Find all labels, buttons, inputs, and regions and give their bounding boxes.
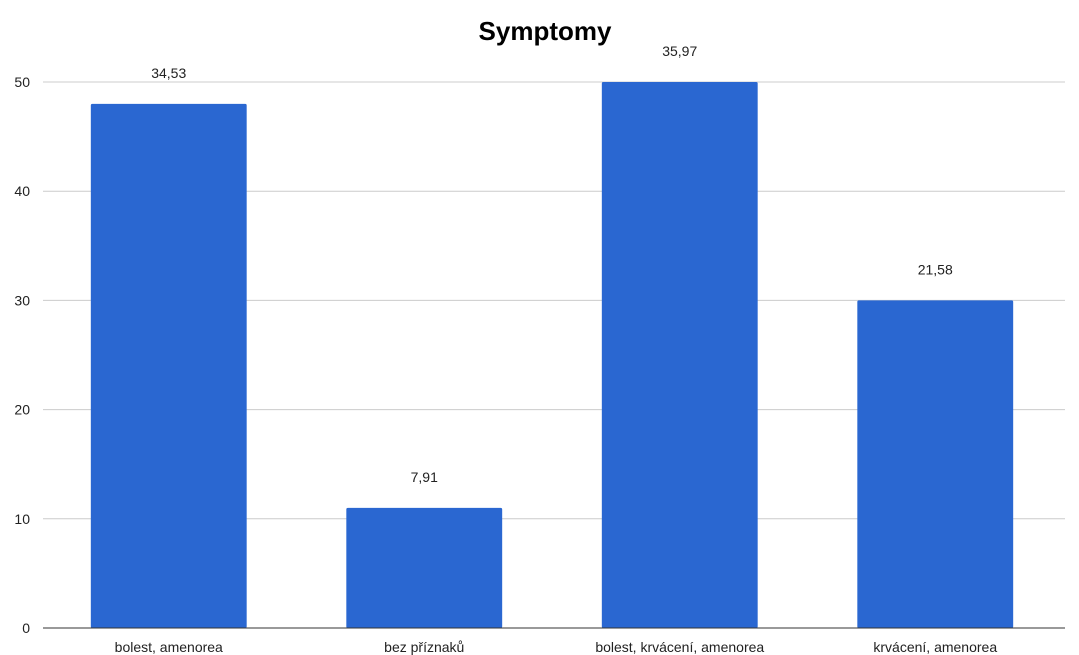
y-axis-ticks: 0 10 20 30 40 50	[14, 74, 30, 636]
y-tick-label: 50	[14, 74, 30, 90]
y-tick-label: 10	[14, 511, 30, 527]
data-label: 35,97	[662, 43, 697, 59]
y-tick-label: 30	[14, 292, 30, 308]
y-tick-label: 40	[14, 183, 30, 199]
x-category-label: krvácení, amenorea	[873, 639, 997, 655]
x-category-label: bolest, krvácení, amenorea	[595, 639, 764, 655]
bar	[601, 82, 758, 628]
bar	[90, 103, 247, 629]
data-label: 7,91	[411, 469, 438, 485]
data-label: 34,53	[151, 65, 186, 81]
x-category-label: bez příznaků	[384, 639, 464, 655]
x-axis-labels: bolest, amenorea bez příznaků bolest, krvá…	[115, 639, 998, 655]
bars	[90, 82, 1014, 629]
bar	[857, 300, 1014, 628]
y-tick-label: 20	[14, 402, 30, 418]
bar	[346, 507, 503, 628]
chart-title: Symptomy	[479, 16, 612, 46]
data-labels: 34,53 7,91 35,97 21,58	[151, 43, 953, 485]
x-category-label: bolest, amenorea	[115, 639, 223, 655]
y-tick-label: 0	[22, 620, 30, 636]
data-label: 21,58	[918, 261, 953, 277]
